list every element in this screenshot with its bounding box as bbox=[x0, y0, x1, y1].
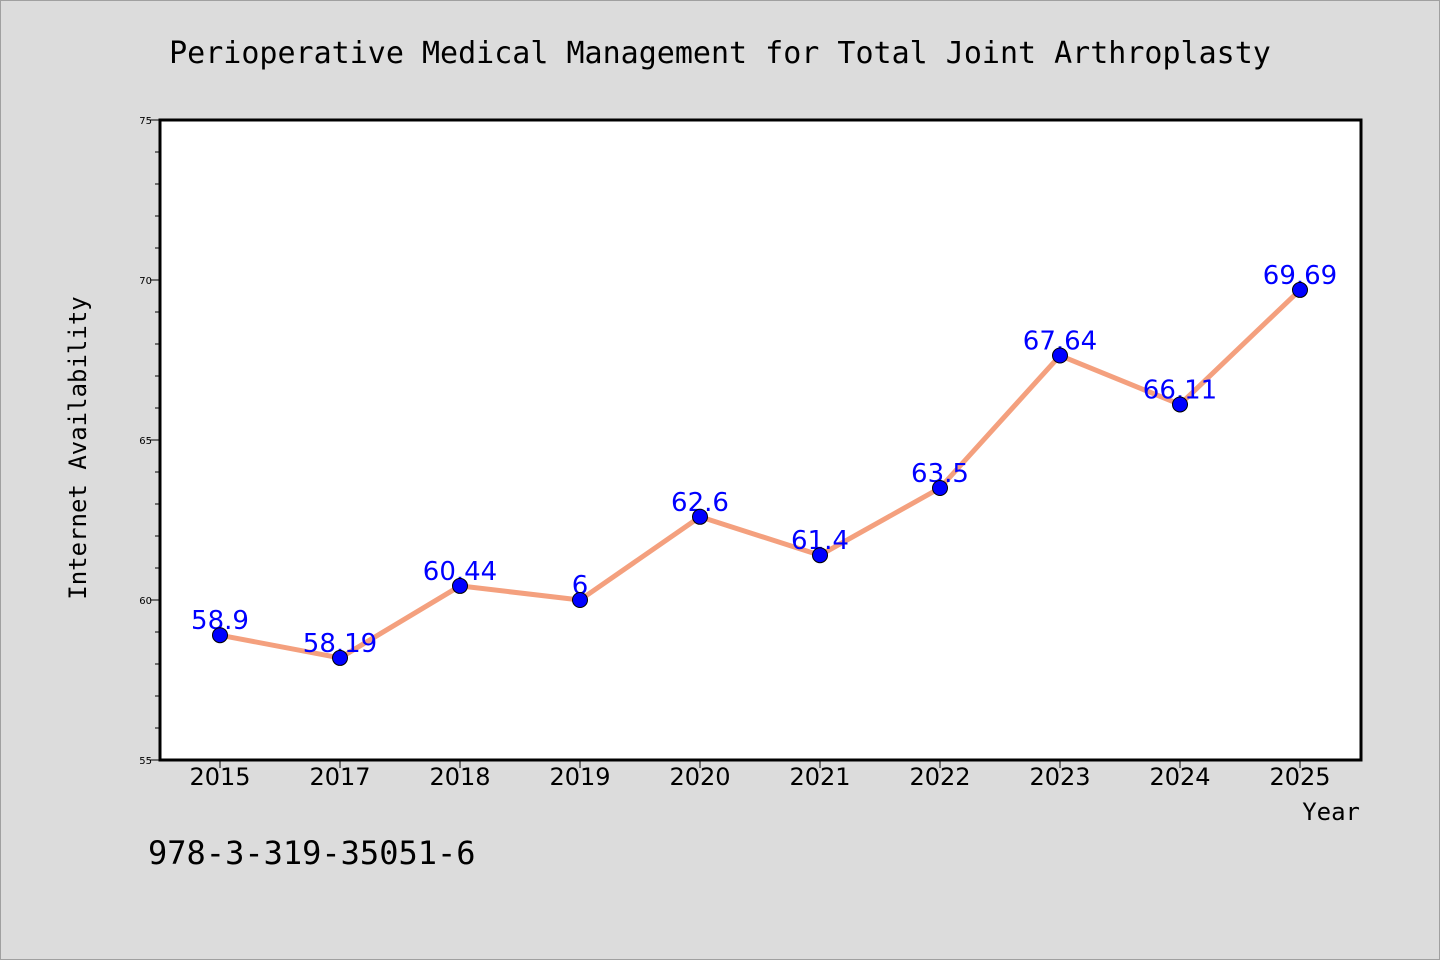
chart-title: Perioperative Medical Management for Tot… bbox=[169, 36, 1271, 71]
plot-area bbox=[158, 118, 1363, 762]
x-tick-label: 2020 bbox=[669, 763, 730, 791]
x-tick-label: 2015 bbox=[189, 763, 250, 791]
y-tick-label: 75 bbox=[139, 116, 152, 127]
x-tick-label: 2018 bbox=[429, 763, 490, 791]
y-axis-ticks: 55 60 65 70 75 bbox=[139, 116, 160, 767]
x-tick-label: 2017 bbox=[309, 763, 370, 791]
data-point bbox=[692, 508, 708, 525]
data-point bbox=[212, 627, 228, 644]
y-tick-label: 65 bbox=[139, 436, 152, 447]
y-tick-label: 70 bbox=[139, 276, 152, 287]
x-tick-label: 2025 bbox=[1269, 763, 1330, 791]
x-tick-label: 2022 bbox=[909, 763, 970, 791]
x-axis-label: Year bbox=[1302, 798, 1360, 826]
x-tick-label: 2021 bbox=[789, 763, 850, 791]
y-tick-label: 55 bbox=[139, 756, 152, 767]
x-axis-ticks: 2015 2017 2018 2019 2020 2021 2022 2023 2024 2025 bbox=[189, 760, 1331, 791]
data-point bbox=[452, 577, 468, 594]
x-tick-label: 2023 bbox=[1029, 763, 1090, 791]
x-tick-label: 2019 bbox=[549, 763, 610, 791]
y-tick-label: 60 bbox=[139, 596, 152, 607]
data-point bbox=[1292, 281, 1308, 298]
data-point bbox=[332, 649, 348, 666]
data-point bbox=[1052, 347, 1068, 364]
footer-isbn: 978-3-319-35051-6 bbox=[148, 834, 476, 872]
y-axis-label: Internet Availability bbox=[64, 296, 92, 599]
data-point bbox=[812, 547, 828, 564]
series-line bbox=[217, 287, 1303, 661]
data-point bbox=[932, 480, 948, 496]
data-point bbox=[572, 592, 588, 608]
data-point bbox=[1172, 396, 1188, 413]
x-tick-label: 2024 bbox=[1149, 763, 1210, 791]
